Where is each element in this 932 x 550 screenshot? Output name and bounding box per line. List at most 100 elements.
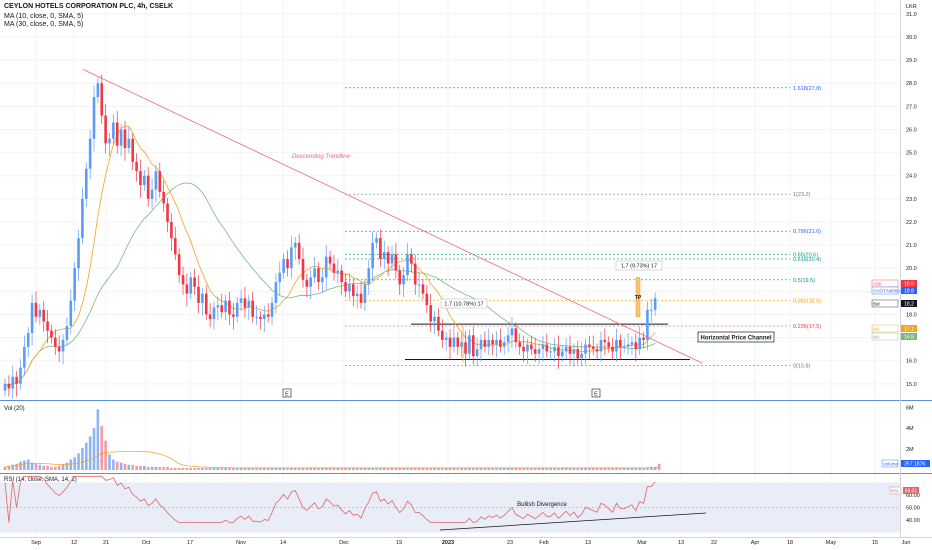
candle-body xyxy=(154,171,158,190)
volume-bar xyxy=(290,467,293,470)
volume-bar xyxy=(379,467,382,470)
volume-bar xyxy=(321,467,324,470)
volume-bar xyxy=(653,466,657,470)
volume-bar xyxy=(657,463,661,470)
volume-bar xyxy=(193,467,196,470)
price-tag-value-box xyxy=(901,300,917,307)
volume-tick-label: 6M xyxy=(906,405,914,411)
volume-bar xyxy=(146,466,150,470)
volume-bar xyxy=(232,467,235,470)
candle-body xyxy=(537,349,541,354)
candle-body xyxy=(224,300,227,313)
x-tick-label: 14 xyxy=(280,540,286,546)
candle-body xyxy=(611,346,614,352)
price-tag-label: MA xyxy=(873,335,880,340)
volume-bar xyxy=(88,436,92,470)
volume-bar xyxy=(189,467,193,470)
candle-body xyxy=(193,277,196,287)
volume-bar xyxy=(50,466,53,470)
volume-bar xyxy=(100,426,104,470)
y-tick-label: 28.0 xyxy=(906,81,917,87)
volume-bar xyxy=(77,453,80,470)
volume-bar xyxy=(626,467,630,470)
volume-bar xyxy=(630,467,634,470)
volume-bar xyxy=(84,442,88,470)
candle-body xyxy=(3,383,7,391)
candle-body xyxy=(324,256,328,278)
candle-body xyxy=(208,314,212,320)
volume-bar xyxy=(243,467,247,470)
volume-bar xyxy=(61,464,65,470)
candle-body xyxy=(402,275,405,285)
candle-body xyxy=(61,339,65,352)
volume-bar xyxy=(344,467,347,470)
fib-level-label: 0.5(19.5) xyxy=(793,278,815,284)
candle-body xyxy=(282,258,285,273)
candle-body xyxy=(42,309,45,322)
candle-body xyxy=(162,191,165,204)
measure-1-label: 1.7 (10.78%) 17 xyxy=(444,302,483,308)
volume-bar xyxy=(444,467,448,470)
volume-bar xyxy=(262,467,266,470)
candle-body xyxy=(499,339,502,347)
volume-bar xyxy=(135,465,138,470)
candle-body xyxy=(340,270,343,283)
volume-bar xyxy=(34,463,38,470)
price-tag-label: ASK xyxy=(873,282,882,287)
candle-body xyxy=(475,349,479,357)
volume-bar xyxy=(619,467,622,470)
candle-body xyxy=(642,337,645,340)
candle-body xyxy=(259,316,262,320)
fib-level-label: 0(15.8) xyxy=(793,363,811,369)
candle-body xyxy=(502,342,506,347)
candle-body xyxy=(379,238,382,259)
x-tick-label: 19 xyxy=(396,540,402,546)
candle-body xyxy=(588,344,591,347)
volume-bar xyxy=(441,467,444,470)
candle-body xyxy=(309,277,313,287)
candle-body xyxy=(522,346,525,352)
y-tick-label: 15.0 xyxy=(906,382,917,388)
candle-body xyxy=(235,302,239,317)
candle-body xyxy=(386,252,390,264)
volume-bar xyxy=(286,467,289,470)
volume-bar xyxy=(247,467,251,470)
x-tick-label: 17 xyxy=(187,540,193,546)
trendline-label: Descending Trendline xyxy=(292,154,351,160)
volume-bar xyxy=(112,459,115,470)
volume-bar xyxy=(11,464,15,470)
candle-body xyxy=(491,339,494,345)
candle-body xyxy=(11,376,15,389)
volume-bar xyxy=(23,460,26,470)
volume-tag-value: 257.187K xyxy=(904,462,926,468)
candle-body xyxy=(452,337,456,347)
volume-bar xyxy=(166,466,169,470)
candle-body xyxy=(77,238,80,269)
candle-body xyxy=(615,339,618,352)
volume-bar xyxy=(452,467,456,470)
candle-body xyxy=(305,279,309,287)
candle-body xyxy=(433,316,436,322)
candle-body xyxy=(390,254,394,264)
candle-body xyxy=(286,258,289,269)
candle-body xyxy=(301,258,305,280)
volume-bar xyxy=(46,465,49,470)
candle-body xyxy=(34,302,38,317)
candle-body xyxy=(247,300,251,308)
volume-bar xyxy=(522,467,525,470)
volume-bar xyxy=(158,466,162,470)
candle-body xyxy=(580,353,583,359)
volume-pane: Vol (20) 2M 4M 6M Volume 257.187K xyxy=(3,405,930,470)
volume-bar xyxy=(324,467,328,470)
volume-bar xyxy=(530,467,533,470)
candle-body xyxy=(278,272,282,283)
volume-bar xyxy=(456,467,460,470)
candle-body xyxy=(220,305,224,313)
volume-bar xyxy=(487,467,491,470)
candle-body xyxy=(622,346,626,348)
volume-bar xyxy=(437,467,440,470)
candle-body xyxy=(576,349,580,359)
volume-tick-label: 4M xyxy=(906,426,914,432)
candle-body xyxy=(367,268,371,285)
